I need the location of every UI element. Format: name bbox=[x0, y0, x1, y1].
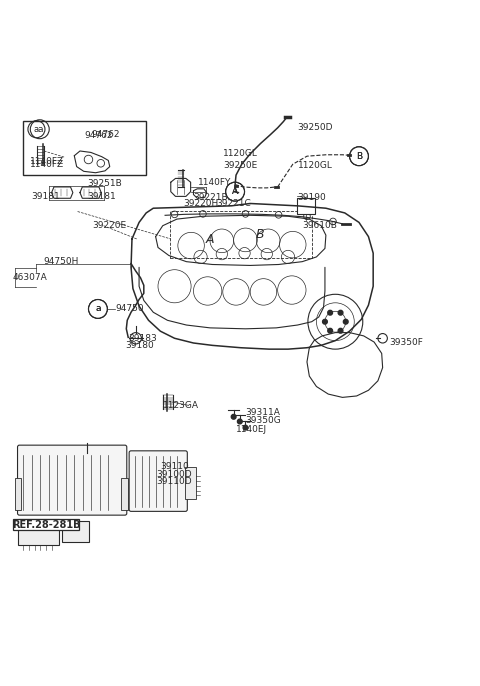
Text: 39221C: 39221C bbox=[216, 200, 251, 209]
Text: 1120GL: 1120GL bbox=[298, 161, 332, 170]
Text: 1123GA: 1123GA bbox=[163, 401, 199, 410]
Text: 39190: 39190 bbox=[298, 193, 326, 202]
Bar bbox=[18, 519, 59, 545]
Text: 39251B: 39251B bbox=[87, 179, 122, 188]
Bar bbox=[15, 478, 21, 510]
Text: A: A bbox=[232, 187, 238, 196]
Text: REF.28-281B: REF.28-281B bbox=[12, 519, 80, 530]
Text: B: B bbox=[356, 152, 362, 161]
Text: a: a bbox=[34, 125, 39, 134]
Text: 39350F: 39350F bbox=[390, 338, 424, 346]
Circle shape bbox=[338, 329, 343, 333]
Bar bbox=[13, 519, 79, 530]
Text: 39311A: 39311A bbox=[245, 408, 280, 418]
Text: a: a bbox=[37, 125, 43, 134]
Text: 46307A: 46307A bbox=[13, 273, 48, 282]
Text: 39220H: 39220H bbox=[183, 200, 218, 209]
Text: 1140FZ: 1140FZ bbox=[30, 157, 64, 167]
Text: a: a bbox=[95, 305, 101, 314]
Text: 39250E: 39250E bbox=[223, 161, 257, 170]
Bar bbox=[185, 467, 196, 499]
Circle shape bbox=[328, 329, 333, 333]
Bar bbox=[23, 121, 146, 175]
Text: 39350G: 39350G bbox=[245, 416, 281, 425]
FancyBboxPatch shape bbox=[129, 451, 187, 511]
Text: 39183: 39183 bbox=[128, 334, 157, 343]
Text: 94750H: 94750H bbox=[43, 257, 78, 266]
Bar bbox=[170, 211, 312, 258]
Text: a: a bbox=[95, 305, 101, 314]
Circle shape bbox=[243, 425, 248, 430]
Text: 39110: 39110 bbox=[160, 462, 189, 471]
Text: 39250D: 39250D bbox=[298, 123, 333, 132]
Text: 39220E: 39220E bbox=[92, 221, 126, 230]
Text: 39181: 39181 bbox=[32, 192, 60, 201]
Text: B: B bbox=[356, 152, 362, 161]
Circle shape bbox=[231, 414, 236, 419]
Text: 39110D: 39110D bbox=[156, 477, 192, 486]
Circle shape bbox=[328, 310, 333, 315]
Text: 94762: 94762 bbox=[92, 130, 120, 139]
Text: A: A bbox=[232, 187, 238, 196]
Bar bbox=[121, 478, 128, 510]
Text: 94750: 94750 bbox=[115, 305, 144, 314]
Text: 94762: 94762 bbox=[84, 131, 113, 141]
Circle shape bbox=[338, 310, 343, 315]
Text: 39180: 39180 bbox=[125, 341, 154, 350]
Text: 39100D: 39100D bbox=[156, 469, 192, 479]
Text: 1120GL: 1120GL bbox=[223, 150, 258, 158]
FancyBboxPatch shape bbox=[18, 445, 127, 515]
Text: B: B bbox=[255, 228, 264, 241]
Circle shape bbox=[343, 320, 348, 324]
Text: 1140FZ: 1140FZ bbox=[30, 160, 64, 169]
Text: 1140FY: 1140FY bbox=[198, 178, 231, 187]
Text: 39221B: 39221B bbox=[193, 193, 228, 202]
Text: 39181: 39181 bbox=[87, 192, 116, 201]
Text: 1140EJ: 1140EJ bbox=[236, 425, 267, 434]
Bar bbox=[62, 521, 89, 542]
Text: A: A bbox=[206, 233, 214, 246]
Bar bbox=[297, 198, 315, 214]
Circle shape bbox=[238, 419, 242, 424]
Circle shape bbox=[323, 320, 327, 324]
Text: 39610B: 39610B bbox=[302, 221, 337, 230]
